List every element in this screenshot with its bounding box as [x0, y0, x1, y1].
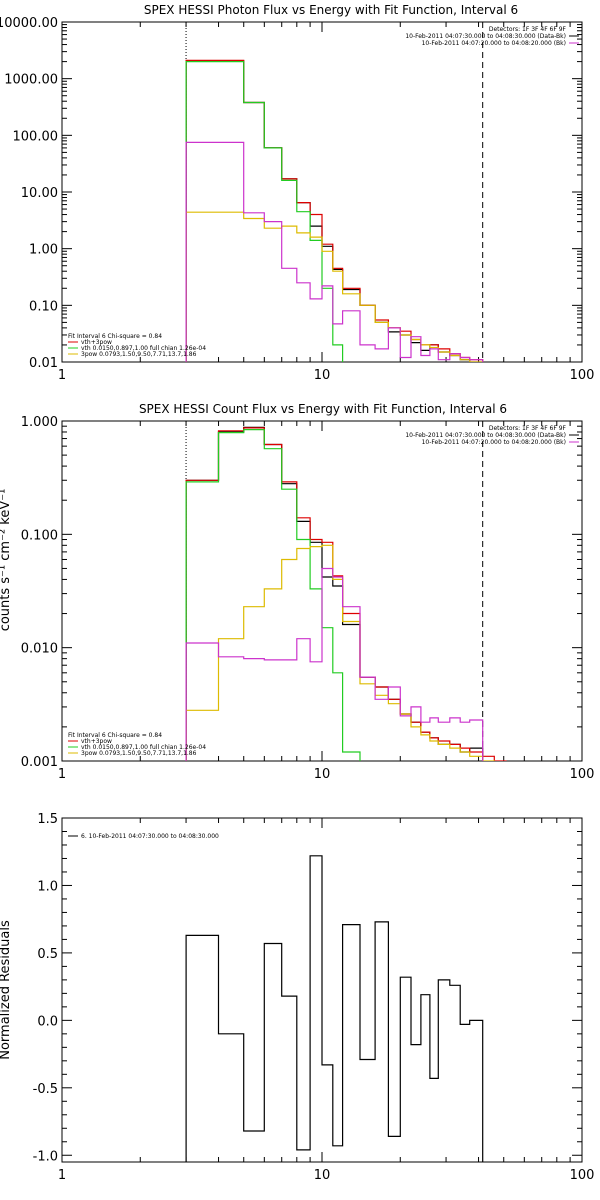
count-flux-panel: SPEX HESSI Count Flux vs Energy with Fit…: [0, 402, 594, 782]
residual-y-tick-label: 1.5: [37, 812, 58, 827]
count-legend-right-label: 10-Feb-2011 04:07:20.000 to 04:08:20.000…: [422, 439, 566, 446]
photon-x-tick-label: 10: [314, 368, 331, 383]
count-series-4: [185, 567, 484, 761]
count-legend-right-label: Detectors: 1F 3F 4F 6F 9F: [489, 425, 567, 432]
photon-legend-left-label: vth 0.0150,0.897,1.00 full chian 1.26e-0…: [81, 345, 206, 352]
count-series-1: [185, 427, 507, 761]
residual-x-tick-label: 100: [570, 1168, 595, 1183]
photon-legend-right-label: 10-Feb-2011 04:07:30.000 to 04:08:30.000…: [405, 33, 566, 40]
count-x-tick-label: 100: [570, 767, 595, 782]
count-legend-left-label: 3pow 0.0793,1.50,9.50,7.71,13.7,1.86: [81, 750, 197, 757]
photon-legend-left-label: Fit Interval 6 Chi-square = 0.84: [68, 333, 162, 340]
residual-y-tick-label: -1.0: [33, 1149, 58, 1164]
residual-x-tick-label: 1: [58, 1168, 66, 1183]
count-flux-ylabel: counts s⁻¹ cm⁻² keV⁻¹: [0, 489, 13, 632]
photon-legend-right-label: Detectors: 1F 3F 4F 6F 9F: [489, 26, 567, 33]
photon-y-tick-label: 1000.00: [4, 73, 58, 88]
photon-x-tick-label: 1: [58, 368, 66, 383]
photon-y-tick-label: 10000.00: [0, 16, 58, 31]
count-series-3: [185, 544, 495, 761]
count-y-tick-label: 0.010: [21, 642, 58, 657]
photon-y-tick-label: 100.00: [13, 129, 59, 144]
residual-legend-left-label: 6. 10-Feb-2011 04:07:30.000 to 04:08:30.…: [81, 833, 219, 840]
photon-series-2: [185, 61, 344, 362]
count-series-2: [185, 429, 361, 761]
residuals-ylabel: Normalized Residuals: [0, 920, 13, 1060]
count-x-tick-label: 1: [58, 767, 66, 782]
photon-flux-title: SPEX HESSI Photon Flux vs Energy with Fi…: [144, 3, 518, 17]
count-legend-left-label: vth+3pow: [81, 738, 112, 745]
count-series-group: [185, 426, 507, 761]
count-y-tick-label: 0.001: [21, 755, 58, 770]
photon-legend-left-label: 3pow 0.0793,1.50,9.50,7.71,13.7,1.86: [81, 351, 197, 358]
photon-legend-left-label: vth+3pow: [81, 339, 112, 346]
residual-x-tick-label: 10: [314, 1168, 331, 1183]
photon-y-tick-label: 0.01: [29, 356, 58, 371]
photon-y-tick-label: 1.00: [29, 243, 58, 258]
count-legend-left-label: vth 0.0150,0.897,1.00 full chian 1.26e-0…: [81, 744, 206, 751]
count-y-tick-label: 1.000: [21, 415, 58, 430]
count-legend-right-label: 10-Feb-2011 04:07:30.000 to 04:08:30.000…: [405, 432, 566, 439]
photon-series-4: [185, 141, 484, 362]
photon-flux-panel: SPEX HESSI Photon Flux vs Energy with Fi…: [0, 3, 595, 383]
count-y-tick-label: 0.100: [21, 528, 58, 543]
residuals-panel: Normalized Residuals 1 10 100 -1.0 -0.5 0.0 0.…: [0, 812, 594, 1183]
residual-y-tick-label: 1.0: [37, 879, 58, 894]
residual-series-group: [185, 855, 484, 1162]
photon-legend-right-label: 10-Feb-2011 04:07:20.000 to 04:08:20.000…: [422, 40, 566, 47]
photon-series-group: [185, 59, 484, 362]
residual-y-tick-label: -0.5: [33, 1082, 58, 1097]
count-x-tick-label: 10: [314, 767, 331, 782]
photon-y-tick-label: 0.10: [29, 299, 58, 314]
residual-series-0: [185, 855, 484, 1162]
count-flux-title: SPEX HESSI Count Flux vs Energy with Fit…: [139, 402, 507, 416]
photon-x-tick-label: 100: [570, 368, 595, 383]
residual-y-tick-label: 0.0: [37, 1014, 58, 1029]
residual-y-tick-label: 0.5: [37, 947, 58, 962]
count-legend-left-label: Fit Interval 6 Chi-square = 0.84: [68, 732, 162, 739]
photon-y-tick-label: 10.00: [21, 186, 58, 201]
